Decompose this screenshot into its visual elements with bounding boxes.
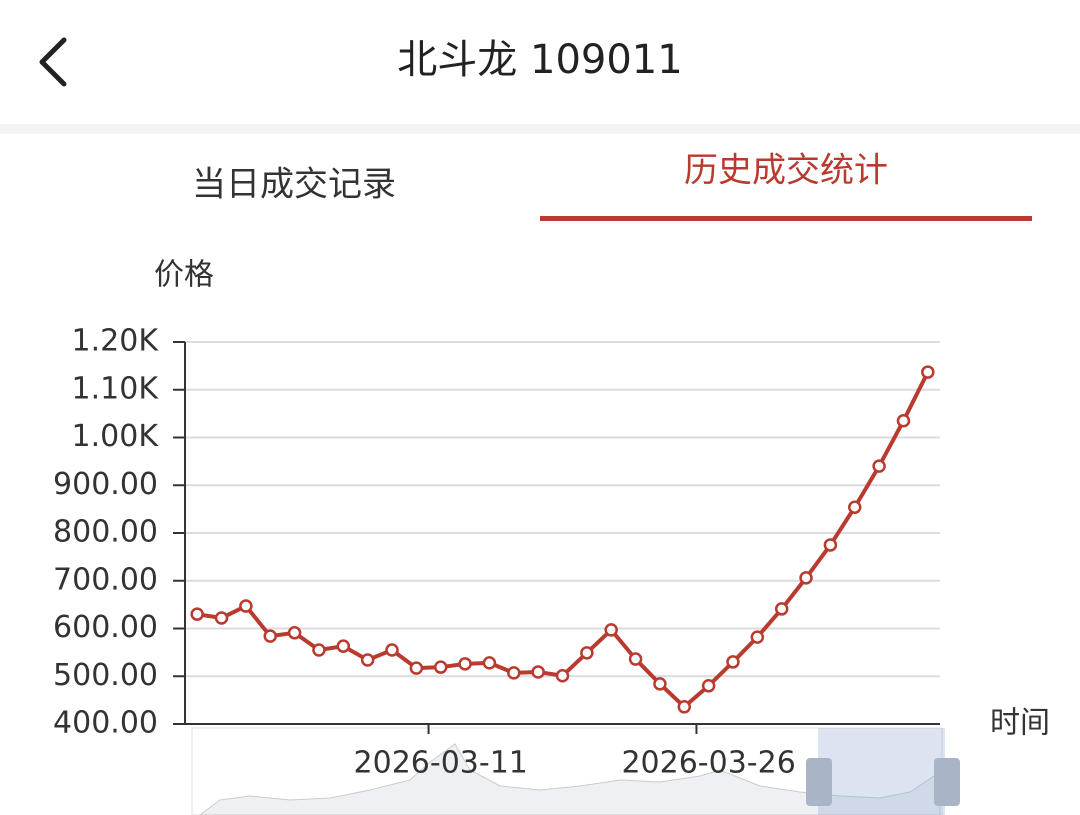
data-point [653, 677, 667, 691]
y-tick-label: 800.00 [53, 515, 158, 550]
data-point [555, 669, 570, 683]
data-point [239, 599, 253, 613]
data-point [750, 630, 765, 644]
data-point [507, 666, 521, 680]
page-title: 北斗龙 109011 [397, 37, 682, 83]
data-point [701, 679, 716, 693]
data-point [726, 655, 740, 669]
y-tick-label: 1.10K [72, 371, 160, 406]
zoom-window [818, 728, 945, 815]
x-axis-name: 时间 [990, 706, 1050, 741]
y-tick-label: 1.00K [72, 419, 160, 454]
data-point [409, 661, 424, 675]
data-point [312, 643, 326, 657]
tab-underline [540, 216, 1032, 221]
data-zoom[interactable] [191, 727, 960, 815]
data-point [774, 602, 789, 616]
data-point [190, 607, 204, 621]
data-point [214, 611, 229, 625]
data-point [287, 626, 302, 640]
data-point [531, 665, 545, 679]
y-axis-name: 价格 [154, 258, 214, 293]
price-line [196, 371, 930, 710]
y-tick-label: 900.00 [53, 467, 158, 502]
data-point [360, 653, 375, 667]
data-point [848, 500, 862, 514]
data-point [604, 623, 618, 637]
x-tick-label: 2026-03-11 [354, 746, 528, 781]
data-point [580, 646, 594, 660]
back-button[interactable] [39, 37, 67, 87]
y-tick-label: 400.00 [53, 706, 158, 741]
data-point [458, 657, 472, 671]
y-tick-label: 500.00 [53, 658, 158, 693]
y-tick-label: 1.20K [72, 324, 160, 359]
data-point [263, 629, 277, 643]
zoom-handle[interactable] [806, 758, 832, 806]
data-point [872, 459, 886, 473]
data-point [921, 365, 935, 379]
zoom-handle[interactable] [934, 758, 960, 806]
data-point [385, 643, 399, 657]
data-point [482, 656, 497, 670]
data-point [433, 660, 448, 674]
y-tick-label: 600.00 [53, 610, 158, 645]
tab-active[interactable]: 历史成交统计 [684, 151, 888, 191]
y-tick-label: 700.00 [53, 562, 158, 597]
data-point [628, 652, 643, 666]
tab[interactable]: 当日成交记录 [192, 165, 396, 205]
data-point [799, 571, 813, 585]
separator [0, 124, 1080, 134]
data-point [336, 639, 351, 653]
data-point [896, 414, 911, 428]
data-point [823, 538, 838, 552]
data-point [677, 700, 692, 714]
zoom-preview [199, 743, 941, 815]
x-tick-label: 2026-03-26 [621, 746, 795, 781]
